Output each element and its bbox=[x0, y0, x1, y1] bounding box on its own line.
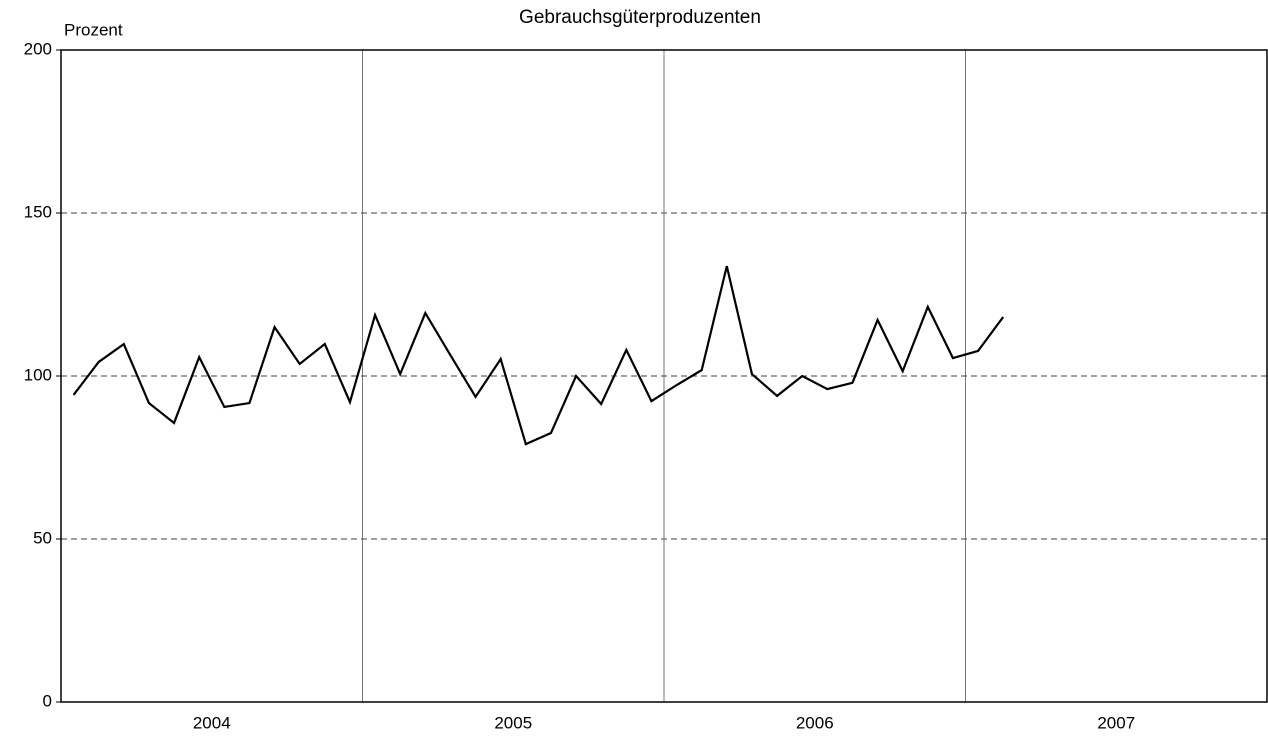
y-tick-label: 0 bbox=[43, 691, 52, 710]
data-line bbox=[72, 265, 1005, 446]
x-tick-label: 2006 bbox=[796, 713, 834, 732]
y-tick-label: 200 bbox=[24, 39, 52, 58]
x-tick-label: 2005 bbox=[494, 713, 532, 732]
y-tick-label: 50 bbox=[33, 528, 52, 547]
y-axis-label: Prozent bbox=[64, 20, 123, 39]
x-tick-label: 2004 bbox=[193, 713, 231, 732]
y-tick-label: 150 bbox=[24, 202, 52, 221]
y-tick-label: 100 bbox=[24, 365, 52, 384]
plot-frame bbox=[60, 49, 1268, 703]
x-tick-label: 2007 bbox=[1097, 713, 1135, 732]
chart-title: Gebrauchsgüterproduzenten bbox=[519, 7, 761, 28]
